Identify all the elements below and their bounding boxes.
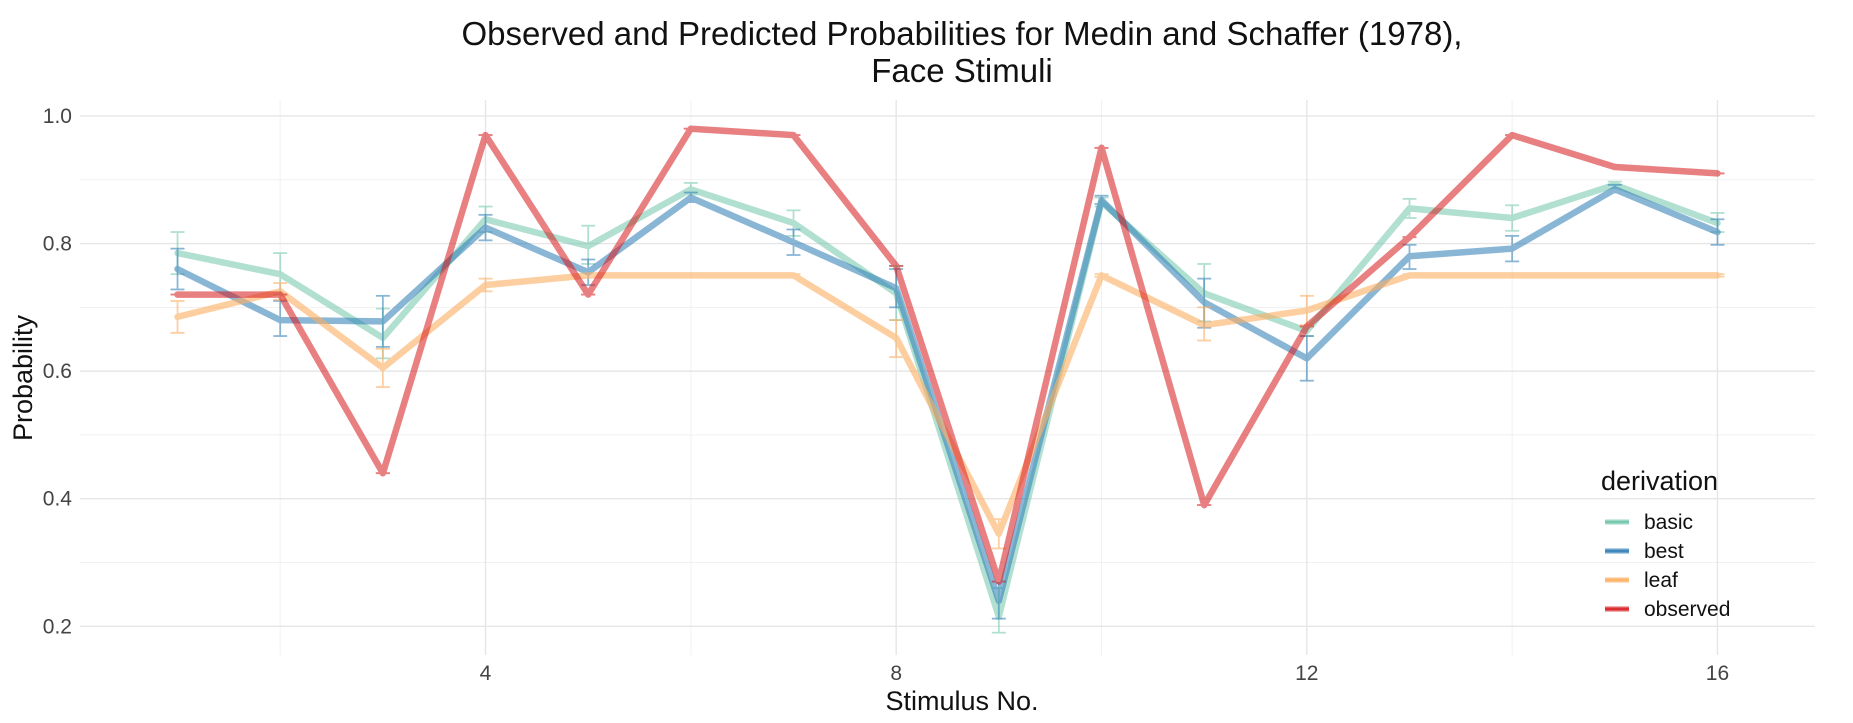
y-tick-label: 1.0 xyxy=(43,105,72,128)
errorbar-best xyxy=(375,294,390,348)
x-tick-label: 12 xyxy=(1295,662,1318,685)
errorbar-best xyxy=(1607,183,1622,194)
errorbar-leaf xyxy=(170,300,185,334)
errorbar-leaf xyxy=(1402,273,1417,278)
errorbar-leaf xyxy=(581,273,596,278)
series-observed xyxy=(170,125,1725,585)
chart-title: Observed and Predicted Probabilities for… xyxy=(462,15,1463,89)
series-layer xyxy=(170,125,1725,634)
y-tick-label: 0.6 xyxy=(43,360,72,383)
errorbar-best xyxy=(478,213,493,242)
errorbar-leaf xyxy=(375,347,390,388)
x-tick-label: 16 xyxy=(1706,662,1729,685)
errorbar-leaf xyxy=(889,319,904,358)
y-axis-tick-labels: 0.2 0.4 0.6 0.8 1.0 xyxy=(43,105,73,638)
legend-item-observed: observed xyxy=(1605,598,1730,621)
errorbar-leaf xyxy=(786,273,801,278)
x-tick-label: 8 xyxy=(890,662,902,685)
legend-label-basic: basic xyxy=(1644,511,1693,534)
y-tick-label: 0.8 xyxy=(43,233,72,256)
errorbar-leaf xyxy=(1710,273,1725,278)
x-axis-tick-labels: 4 8 12 16 xyxy=(480,662,1729,685)
errorbar-basic xyxy=(1402,197,1417,219)
legend-item-leaf: leaf xyxy=(1605,569,1678,592)
errorbar-basic xyxy=(1505,204,1520,232)
errorbar-leaf xyxy=(1094,273,1109,278)
series-line-observed xyxy=(174,125,1721,585)
legend-label-leaf: leaf xyxy=(1644,569,1678,592)
errorbar-leaf xyxy=(1197,306,1212,342)
errorbar-best xyxy=(1505,234,1520,263)
errorbar-leaf xyxy=(1607,273,1622,278)
errorbar-best xyxy=(170,247,185,291)
x-axis-title: Stimulus No. xyxy=(885,686,1038,716)
x-tick-label: 4 xyxy=(480,662,492,685)
legend-item-best: best xyxy=(1605,540,1684,563)
series-best xyxy=(170,183,1725,620)
errorbar-best xyxy=(1094,194,1109,205)
legend: derivation basic best leaf observed xyxy=(1601,466,1730,621)
chart-title-line-1: Observed and Predicted Probabilities for… xyxy=(462,15,1463,52)
legend-label-best: best xyxy=(1644,540,1684,563)
series-line-leaf xyxy=(174,272,1721,538)
series-line-best xyxy=(174,186,1721,605)
y-axis-title: Probability xyxy=(8,314,38,441)
errorbar-best xyxy=(683,191,698,203)
errorbar-leaf xyxy=(1505,273,1520,278)
y-tick-label: 0.2 xyxy=(43,615,72,638)
errorbar-leaf xyxy=(683,273,698,278)
legend-title: derivation xyxy=(1601,466,1718,496)
grid xyxy=(80,100,1815,655)
errorbar-best xyxy=(1710,218,1725,246)
legend-item-basic: basic xyxy=(1605,511,1693,534)
y-tick-label: 0.4 xyxy=(43,488,73,511)
chart-title-line-2: Face Stimuli xyxy=(871,52,1053,89)
errorbar-best xyxy=(786,228,801,256)
legend-label-observed: observed xyxy=(1644,598,1730,621)
errorbar-leaf xyxy=(478,277,493,293)
